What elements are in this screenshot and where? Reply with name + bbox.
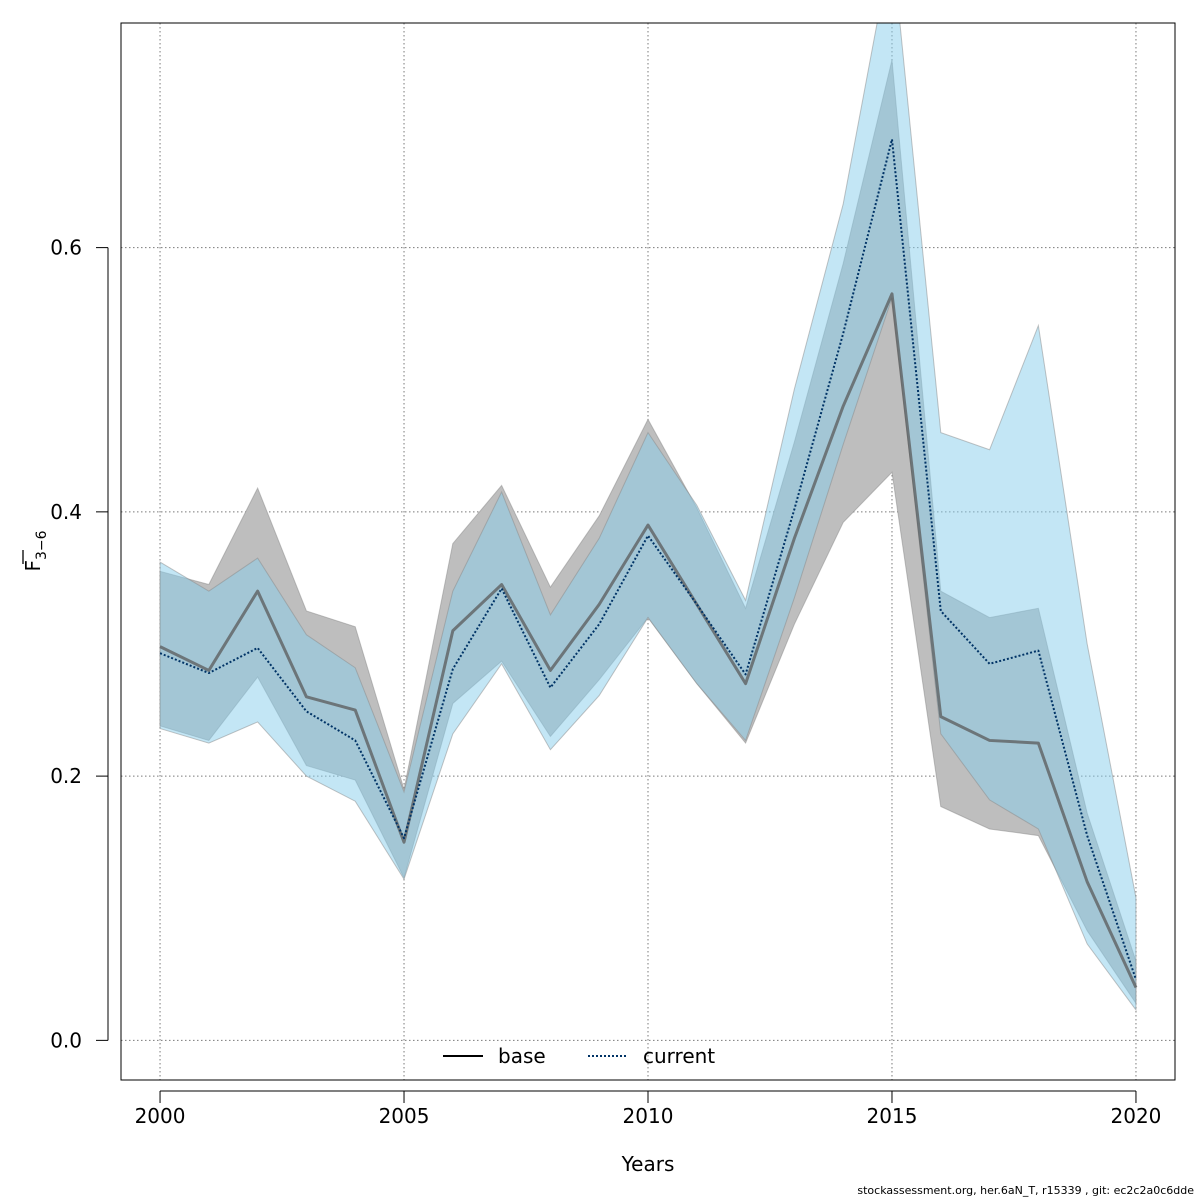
axes: 2000 2005 2010 2015 2020 0.0 0.2 0.4 0.6 [50, 236, 1161, 1128]
series-lines [159, 138, 1138, 989]
x-tick-label: 2000 [135, 1104, 186, 1128]
legend-label-current: current [643, 1044, 715, 1068]
y-tick-label: 0.0 [50, 1028, 82, 1052]
y-tick-label: 0.2 [50, 764, 82, 788]
y-axis-title: F3−6 [21, 530, 50, 571]
y-tick-label: 0.6 [50, 236, 82, 260]
footer-note: stockassessment.org, her.6aN_T, r15339 ,… [857, 1184, 1194, 1197]
legend-label-base: base [498, 1044, 546, 1068]
x-axis-title: Years [621, 1152, 675, 1176]
x-tick-label: 2015 [867, 1104, 918, 1128]
x-tick-label: 2020 [1111, 1104, 1162, 1128]
line-base [159, 292, 1138, 989]
svg-text:F3−6: F3−6 [21, 530, 50, 571]
plot-frame [120, 22, 1176, 1081]
y-axis-title-main: F [21, 560, 45, 572]
x-tick-label: 2010 [623, 1104, 674, 1128]
legend: base current [443, 1044, 715, 1068]
y-axis-title-sub: 3−6 [34, 530, 50, 560]
band-current [159, 23, 1137, 1012]
x-tick-label: 2005 [379, 1104, 430, 1128]
y-tick-label: 0.4 [50, 500, 82, 524]
